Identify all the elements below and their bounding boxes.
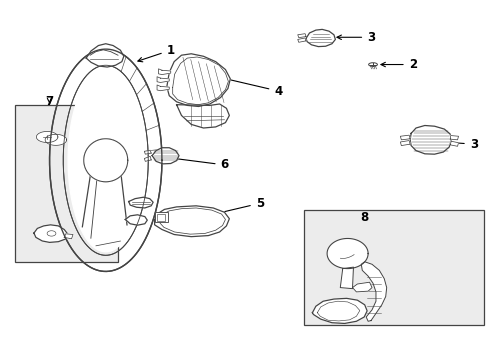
Polygon shape xyxy=(313,298,367,323)
Bar xyxy=(155,212,168,222)
Polygon shape xyxy=(145,156,151,161)
Text: 6: 6 xyxy=(156,154,229,171)
Polygon shape xyxy=(157,85,169,91)
Polygon shape xyxy=(340,267,353,289)
Polygon shape xyxy=(159,69,171,75)
Bar xyxy=(15,105,118,262)
Polygon shape xyxy=(64,234,73,239)
Text: 4: 4 xyxy=(215,75,283,98)
Polygon shape xyxy=(155,206,229,237)
Polygon shape xyxy=(84,139,128,182)
Polygon shape xyxy=(327,238,368,269)
Polygon shape xyxy=(152,148,179,164)
Polygon shape xyxy=(167,54,230,107)
Ellipse shape xyxy=(47,231,56,236)
Polygon shape xyxy=(68,69,144,252)
Polygon shape xyxy=(410,126,451,154)
Polygon shape xyxy=(49,49,162,271)
Polygon shape xyxy=(298,38,306,42)
Polygon shape xyxy=(145,150,151,154)
Polygon shape xyxy=(125,215,147,225)
Polygon shape xyxy=(400,140,410,145)
Polygon shape xyxy=(176,104,229,128)
Polygon shape xyxy=(450,135,459,140)
Ellipse shape xyxy=(368,63,377,66)
Polygon shape xyxy=(34,225,68,242)
Text: 3: 3 xyxy=(415,138,478,150)
Polygon shape xyxy=(129,197,153,208)
Text: 3: 3 xyxy=(337,31,375,44)
Polygon shape xyxy=(306,30,335,46)
Text: 5: 5 xyxy=(195,197,264,220)
Polygon shape xyxy=(157,77,169,82)
Polygon shape xyxy=(450,141,459,146)
Polygon shape xyxy=(298,34,306,38)
Text: 1: 1 xyxy=(138,44,175,62)
Polygon shape xyxy=(45,134,67,145)
Polygon shape xyxy=(361,262,387,321)
Text: 2: 2 xyxy=(381,58,417,71)
Polygon shape xyxy=(86,44,124,67)
Bar xyxy=(157,214,165,221)
Polygon shape xyxy=(400,135,410,140)
Text: 8: 8 xyxy=(361,211,369,224)
Polygon shape xyxy=(63,65,148,255)
Polygon shape xyxy=(352,282,372,292)
Bar xyxy=(304,211,485,325)
Text: 7: 7 xyxy=(46,95,53,108)
Polygon shape xyxy=(84,139,128,182)
Polygon shape xyxy=(36,131,58,143)
